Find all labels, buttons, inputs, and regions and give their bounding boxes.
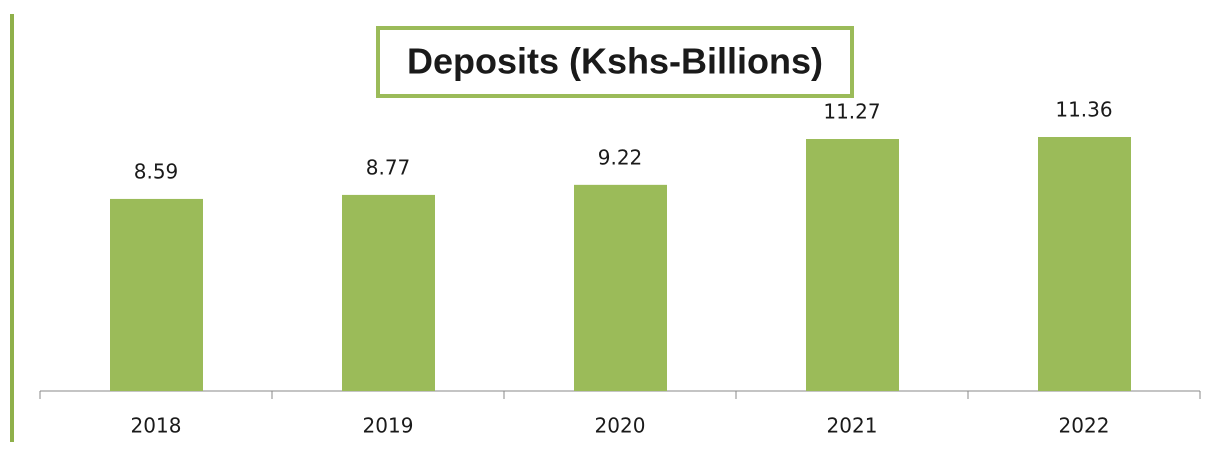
x-tick-label: 2019 <box>363 414 414 438</box>
side-accent <box>10 14 14 442</box>
title-box <box>376 26 854 98</box>
x-tick-label: 2022 <box>1059 414 1110 438</box>
data-label: 11.36 <box>1055 98 1112 122</box>
data-label: 11.27 <box>823 100 880 124</box>
bar <box>806 139 899 391</box>
x-tick-label: 2018 <box>131 414 182 438</box>
bar <box>342 194 435 391</box>
bar <box>110 198 203 391</box>
x-tick-label: 2021 <box>827 414 878 438</box>
data-label: 8.59 <box>134 159 179 183</box>
x-tick-label: 2020 <box>595 414 646 438</box>
chart-title: Deposits (Kshs-Billions) <box>407 41 823 82</box>
bar <box>574 184 667 391</box>
data-label: 8.77 <box>366 155 411 179</box>
bar <box>1038 137 1131 391</box>
data-label: 9.22 <box>598 145 643 169</box>
